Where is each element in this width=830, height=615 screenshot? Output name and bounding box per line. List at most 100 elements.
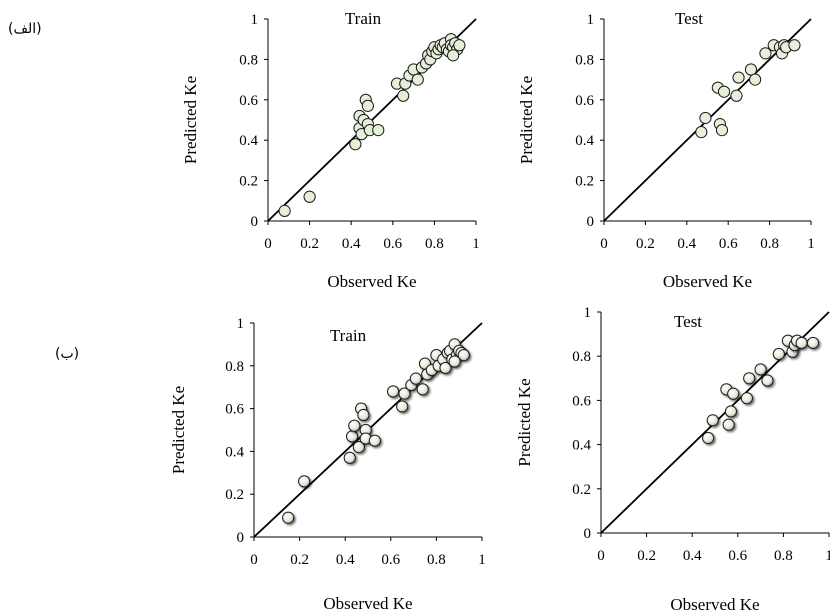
data-point [754, 363, 767, 376]
data-point [349, 138, 362, 151]
y-tick-label: 0.2 [225, 487, 244, 503]
data-point [398, 387, 411, 400]
data-point [732, 71, 745, 84]
x-tick-label: 0 [600, 236, 608, 252]
y-tick-label: 0.6 [575, 93, 594, 109]
data-point [396, 400, 409, 413]
data-point [759, 47, 772, 60]
x-tick-label: 1 [478, 552, 486, 568]
chart-2: 0 0.2 0.4 0.6 0.8 1 0 0.2 0.4 0.6 0.8 1 Test Observed… [517, 9, 815, 291]
y-tick-label: 0.8 [225, 359, 244, 375]
data-point [457, 349, 470, 362]
data-point [411, 73, 424, 86]
x-tick-label: 0.2 [637, 548, 656, 564]
y-tick-label: 0 [237, 530, 245, 546]
data-point [416, 383, 429, 396]
x-axis-label: Observed Ke [323, 594, 412, 613]
data-point [727, 387, 740, 400]
x-tick-label: 1 [472, 236, 480, 252]
data-point [795, 336, 808, 350]
y-tick-label: 0.8 [239, 52, 258, 68]
x-tick-label: 0.4 [336, 552, 355, 568]
x-tick-label: 0.8 [760, 236, 779, 252]
chart-title: Test [674, 312, 702, 331]
x-tick-label: 0.8 [774, 548, 793, 564]
x-axis-label: Observed Ke [670, 595, 759, 614]
data-point [722, 418, 735, 431]
data-point [772, 347, 785, 361]
y-tick-label: 1 [584, 305, 592, 321]
data-point [303, 190, 316, 203]
data-point [348, 419, 361, 432]
data-point [788, 39, 801, 52]
data-point [702, 431, 715, 445]
x-tick-label: 0.6 [719, 236, 738, 252]
data-point [409, 372, 422, 385]
y-tick-label: 0.6 [225, 402, 244, 418]
data-point [278, 204, 291, 217]
data-point [761, 374, 774, 387]
x-tick-label: 0.8 [425, 236, 444, 252]
x-axis-label: Observed Ke [663, 272, 752, 291]
data-point [699, 111, 712, 125]
y-tick-label: 0 [251, 214, 259, 230]
x-tick-label: 1 [825, 548, 830, 564]
chart-4: 0 0.2 0.4 0.6 0.8 1 0 0.2 0.4 0.6 0.8 1 Test Observed… [515, 305, 830, 614]
x-tick-label: 1 [807, 236, 815, 252]
data-point [743, 372, 756, 385]
data-point [345, 430, 359, 443]
y-tick-label: 0.2 [572, 482, 591, 498]
x-axis-label: Observed Ke [327, 272, 416, 291]
data-point [357, 408, 370, 422]
chart-3: 0 0.2 0.4 0.6 0.8 1 0 0.2 0.4 0.6 0.8 1 Train Observe… [169, 316, 486, 613]
data-point [361, 99, 374, 112]
data-point [453, 39, 466, 52]
chart-1: 0 0.2 0.4 0.6 0.8 1 0 0.2 0.4 0.6 0.8 1 Train Observe… [181, 9, 480, 291]
data-point [695, 126, 708, 139]
x-tick-label: 0.2 [290, 552, 309, 568]
chart-title: Train [345, 9, 382, 28]
data-point [706, 414, 719, 427]
data-point [740, 392, 754, 405]
y-axis-label: Predicted Ke [169, 386, 188, 474]
data-point [282, 511, 295, 524]
x-tick-label: 0 [597, 548, 605, 564]
x-tick-label: 0.8 [427, 552, 446, 568]
data-point [717, 85, 731, 98]
x-tick-label: 0.4 [677, 236, 696, 252]
panel-label-b: (ب) [55, 346, 79, 362]
y-tick-label: 0 [584, 526, 592, 542]
x-tick-label: 0.6 [728, 548, 747, 564]
x-tick-label: 0.2 [300, 236, 319, 252]
x-tick-label: 0.6 [381, 552, 400, 568]
x-tick-label: 0.6 [383, 236, 402, 252]
y-tick-label: 0.6 [239, 93, 258, 109]
y-tick-label: 0.8 [575, 52, 594, 68]
data-point [749, 73, 762, 86]
y-tick-label: 0.4 [575, 133, 594, 149]
data-point [386, 385, 400, 398]
y-axis-label: Predicted Ke [181, 76, 200, 164]
data-point [724, 405, 738, 418]
y-tick-label: 1 [587, 12, 595, 28]
data-point [744, 63, 758, 76]
y-tick-label: 1 [251, 12, 259, 28]
y-tick-label: 0.4 [572, 438, 591, 454]
data-point [447, 49, 460, 62]
data-point [730, 89, 743, 102]
x-tick-label: 0.4 [342, 236, 361, 252]
data-point [397, 89, 410, 102]
y-axis-label: Predicted Ke [517, 76, 536, 164]
y-tick-label: 0.4 [239, 133, 258, 149]
y-tick-label: 0.2 [239, 174, 258, 190]
x-tick-label: 0 [264, 236, 272, 252]
y-tick-label: 0.2 [575, 174, 594, 190]
y-tick-label: 0.6 [572, 393, 591, 409]
data-point [439, 361, 452, 375]
data-point [298, 475, 311, 488]
data-point [715, 124, 729, 137]
data-point [343, 451, 356, 464]
data-point [448, 355, 461, 368]
data-point [352, 441, 365, 454]
